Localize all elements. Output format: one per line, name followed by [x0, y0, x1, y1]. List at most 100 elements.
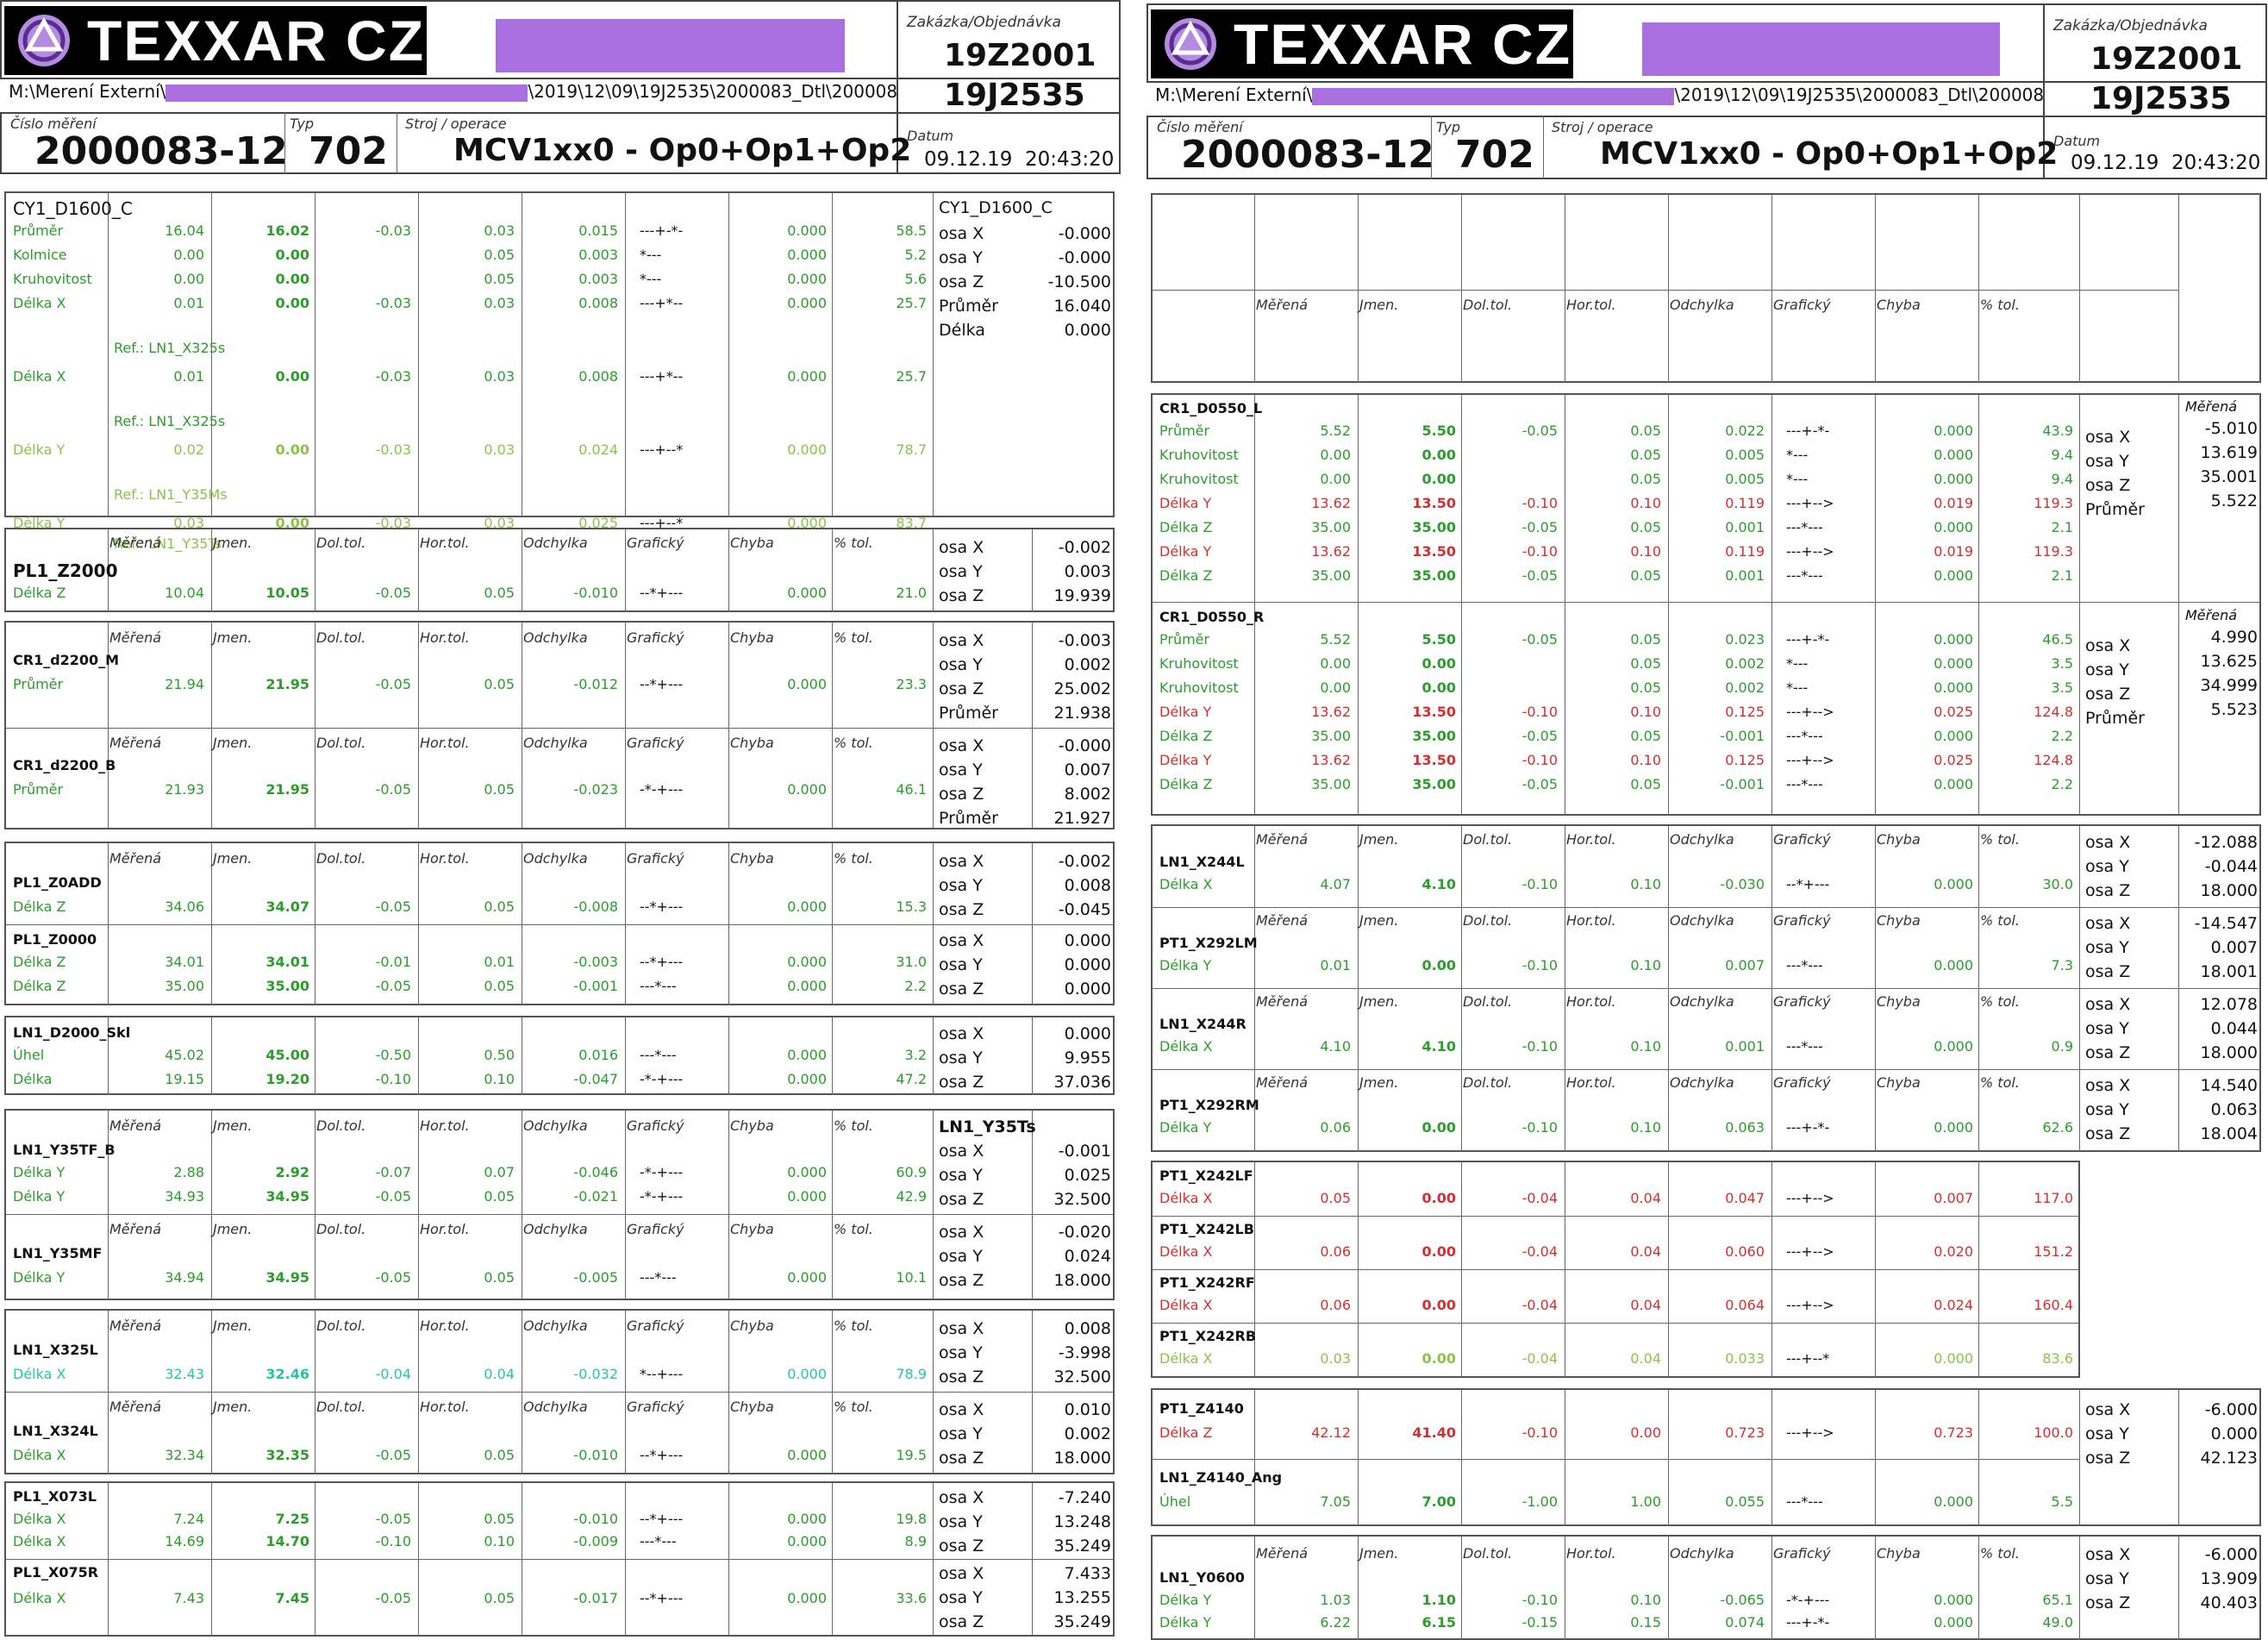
- value-pct-tol: 25.7: [896, 295, 927, 311]
- value-nominal: 0.00: [1421, 957, 1456, 973]
- value-measured: 0.05: [1320, 1190, 1351, 1206]
- value-graphic: --*+---: [640, 676, 684, 692]
- axis-label: osa Z: [939, 1449, 984, 1468]
- value-deviation: 0.723: [1725, 1424, 1765, 1441]
- column-divider: [933, 1111, 934, 1300]
- value-lower-tol: -0.03: [375, 295, 411, 311]
- axis-value: -3.998: [1058, 1343, 1111, 1362]
- value-nominal: 0.00: [275, 368, 309, 385]
- value-measured: 0.02: [173, 441, 204, 458]
- value-lower-tol: -0.05: [1521, 567, 1558, 584]
- axis-value: 9.955: [1064, 1048, 1111, 1067]
- value-pct-tol: 31.0: [896, 954, 927, 970]
- axis-label: osa Y: [2085, 1019, 2129, 1038]
- value-pct-tol: 43.9: [2042, 423, 2073, 439]
- axis-value: 18.004: [2200, 1124, 2258, 1143]
- value-nominal: 5.50: [1421, 631, 1456, 648]
- axis-value: -7.240: [1058, 1488, 1111, 1507]
- value-measured: 34.93: [165, 1188, 204, 1205]
- column-header-0: Měřená: [109, 735, 162, 751]
- axis-value: 21.938: [1053, 704, 1111, 723]
- value-measured: 35.00: [1311, 519, 1351, 535]
- value-nominal: 35.00: [1412, 519, 1456, 535]
- column-header-0: Měřená: [109, 1318, 162, 1334]
- value-pct-tol: 46.1: [896, 781, 927, 798]
- column-divider: [625, 1483, 626, 1637]
- value-nominal: 7.45: [275, 1590, 309, 1606]
- column-divider: [1461, 1537, 1462, 1640]
- value-upper-tol: 0.05: [1630, 567, 1661, 584]
- axis-label: osa X: [939, 538, 984, 557]
- report-page-left: TEXXAR CZ Zakázka/Objednávka 19Z2001 19J…: [0, 0, 1121, 1640]
- column-header-1: Jmen.: [1359, 1074, 1399, 1091]
- axis-label: osa Y: [939, 1588, 983, 1607]
- column-divider: [1461, 826, 1462, 1152]
- feature-name: PL1_X075R: [13, 1564, 99, 1581]
- row-label: Délka Z: [13, 898, 66, 915]
- column-header-7: % tol.: [1980, 912, 2020, 929]
- value-pct-tol: 10.1: [896, 1269, 927, 1286]
- feature-block-pt1-x242: PT1_X242LF Délka X 0.05 0.00 -0.04 0.04 0.047 -…: [1151, 1161, 2080, 1378]
- column-divider: [1032, 1483, 1033, 1637]
- axis-label: Průměr: [2085, 709, 2145, 728]
- column-header-7: % tol.: [834, 850, 873, 867]
- value-deviation: 0.008: [578, 368, 618, 385]
- type-label: Typ: [290, 116, 315, 132]
- value-deviation: 0.001: [1725, 1038, 1765, 1055]
- value-deviation: 0.023: [1725, 631, 1765, 648]
- value-lower-tol: -0.05: [375, 781, 411, 798]
- value-nominal: 5.50: [1421, 423, 1456, 439]
- column-header-7: % tol.: [834, 1318, 873, 1334]
- value-measured: 32.43: [165, 1366, 204, 1382]
- axis-label: osa Z: [939, 900, 984, 919]
- value-upper-tol: 0.05: [1630, 519, 1661, 535]
- axis-value: -0.002: [1058, 538, 1111, 557]
- value-lower-tol: -0.10: [1521, 543, 1558, 560]
- column-header-5: Grafický: [1773, 831, 1831, 848]
- column-header-5: Grafický: [627, 1318, 684, 1334]
- value-error: 0.000: [1934, 423, 1973, 439]
- column-divider: [832, 623, 833, 829]
- axis-value: 0.000: [1064, 980, 1111, 998]
- column-divider: [315, 529, 316, 612]
- value-upper-tol: 0.04: [1630, 1190, 1661, 1206]
- value-graphic: ---*---: [640, 978, 677, 994]
- column-divider: [933, 529, 934, 612]
- value-error: 0.000: [787, 978, 827, 994]
- column-divider: [1032, 1311, 1033, 1474]
- value-lower-tol: -0.04: [375, 1366, 411, 1382]
- row-label: Délka X: [13, 368, 66, 385]
- value-lower-tol: -0.05: [375, 978, 411, 994]
- value-nominal: 0.00: [1421, 1297, 1456, 1313]
- axis-value: 13.619: [2200, 443, 2258, 462]
- value-error: 0.000: [1934, 471, 1973, 487]
- order-number: 19Z2001: [944, 38, 1097, 73]
- row-label: Délka X: [1159, 1350, 1213, 1367]
- value-measured: 45.02: [165, 1047, 204, 1063]
- axis-value: 0.007: [1064, 761, 1111, 779]
- feature-name: LN1_X244L: [1159, 854, 1245, 870]
- column-header-4: Odchylka: [523, 535, 588, 551]
- axis-label: osa Y: [939, 1247, 983, 1266]
- value-measured: 1.03: [1320, 1592, 1351, 1608]
- value-upper-tol: 0.03: [484, 441, 515, 458]
- feature-block-ln1-pt1: Měřená Jmen. Dol.tol. Hor.tol. Odchylka Grafi…: [1151, 824, 2261, 1152]
- column-header-4: Odchylka: [523, 850, 588, 867]
- column-divider: [1978, 195, 1979, 383]
- column-divider: [211, 1311, 212, 1474]
- value-measured: 0.00: [173, 271, 204, 287]
- column-divider: [1358, 195, 1359, 383]
- column-divider: [1668, 1537, 1669, 1640]
- row-label: Kruhovitost: [1159, 679, 1239, 696]
- value-nominal: 21.95: [266, 676, 309, 692]
- column-divider: [625, 193, 626, 517]
- column-header-3: Hor.tol.: [420, 735, 470, 751]
- value-error: 0.000: [787, 515, 827, 531]
- type-label: Typ: [1436, 119, 1461, 135]
- value-measured: 0.06: [1320, 1297, 1351, 1313]
- value-nominal: 1.10: [1421, 1592, 1456, 1608]
- column-divider: [1461, 1390, 1462, 1526]
- value-upper-tol: 1.00: [1630, 1493, 1661, 1510]
- value-error: 0.025: [1934, 704, 1973, 720]
- column-header-1: Jmen.: [213, 535, 253, 551]
